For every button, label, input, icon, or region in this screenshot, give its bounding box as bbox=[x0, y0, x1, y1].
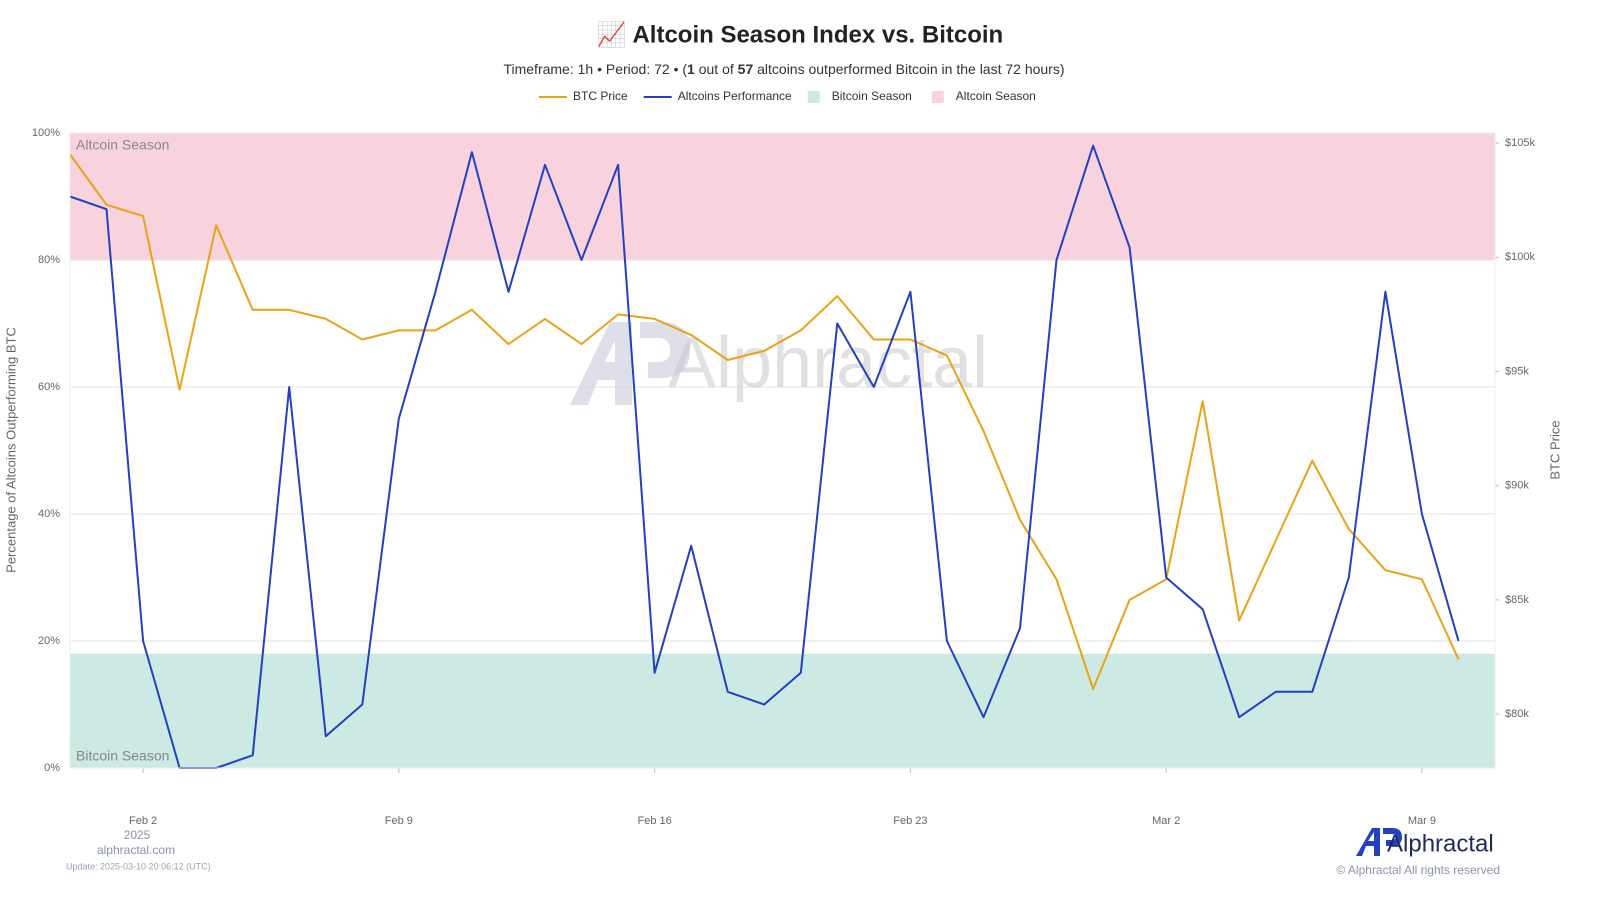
subtitle-part: 57 bbox=[738, 61, 754, 77]
watermark-logo bbox=[570, 322, 690, 405]
x-tick-label: Feb 16 bbox=[637, 815, 671, 827]
y-tick-label: 40% bbox=[38, 508, 60, 520]
subtitle-part: out of bbox=[695, 61, 738, 77]
y2-tick-label: $95k bbox=[1505, 365, 1529, 377]
band-label: Altcoin Season bbox=[76, 137, 169, 153]
x-tick-label: Mar 2 bbox=[1152, 815, 1180, 827]
subtitle-part: Timeframe: 1h • Period: 72 • ( bbox=[503, 61, 687, 77]
y-tick-label: 100% bbox=[32, 127, 60, 139]
legend-swatch bbox=[807, 91, 820, 103]
y-tick-label: 20% bbox=[38, 635, 60, 647]
brand-logo bbox=[1356, 828, 1402, 856]
season-band bbox=[70, 133, 1495, 260]
y2-tick-label: $85k bbox=[1505, 594, 1529, 606]
subtitle-part: 1 bbox=[687, 61, 695, 77]
x-tick-label: Feb 2 bbox=[129, 815, 157, 827]
brand-name: Alphractal bbox=[1387, 830, 1494, 857]
y-tick-label: 0% bbox=[44, 762, 60, 774]
y2-tick-label: $100k bbox=[1505, 251, 1535, 263]
update-time: Update: 2025-03-10 20:06:12 (UTC) bbox=[66, 861, 211, 871]
plot-border bbox=[69, 132, 1496, 769]
y-axis-title: Percentage of Altcoins Outperforming BTC bbox=[3, 327, 18, 573]
chart-title: 📈 Altcoin Season Index vs. Bitcoin bbox=[597, 20, 1003, 48]
x-tick-label: Mar 9 bbox=[1408, 815, 1436, 827]
copyright: © Alphractal All rights reserved bbox=[1336, 863, 1500, 877]
series-line bbox=[69, 144, 1460, 769]
legend-label: Altcoin Season bbox=[956, 89, 1036, 103]
season-band bbox=[70, 653, 1495, 768]
y2-tick-label: $90k bbox=[1505, 480, 1529, 492]
legend-label: BTC Price bbox=[573, 89, 628, 103]
plot-area: 0% 20% 40% 60% 80% 100% $80k $85k $90k $95k $100k $… bbox=[32, 127, 1536, 827]
chart-subtitle: Timeframe: 1h • Period: 72 • (1 out of 5… bbox=[503, 61, 1064, 77]
y-tick-label: 60% bbox=[38, 381, 60, 393]
y2-tick-label: $80k bbox=[1505, 708, 1529, 720]
legend-label: Altcoins Performance bbox=[678, 89, 792, 103]
x-year-label: 2025 bbox=[124, 828, 151, 842]
subtitle-part: altcoins outperformed Bitcoin in the las… bbox=[753, 61, 1064, 77]
watermark: Alphractal bbox=[668, 323, 988, 403]
y2-axis-title: BTC Price bbox=[1547, 420, 1562, 479]
x-tick-label: Feb 9 bbox=[385, 815, 413, 827]
band-label: Bitcoin Season bbox=[76, 748, 169, 764]
series-line bbox=[69, 153, 1460, 690]
legend: BTC Price Altcoins Performance Bitcoin Sea… bbox=[539, 89, 1036, 103]
y-tick-label: 80% bbox=[38, 254, 60, 266]
x-tick-label: Feb 23 bbox=[893, 815, 927, 827]
site-url: alphractal.com bbox=[97, 843, 175, 857]
y2-tick-label: $105k bbox=[1505, 137, 1535, 149]
legend-label: Bitcoin Season bbox=[832, 89, 912, 103]
legend-swatch bbox=[931, 91, 944, 103]
